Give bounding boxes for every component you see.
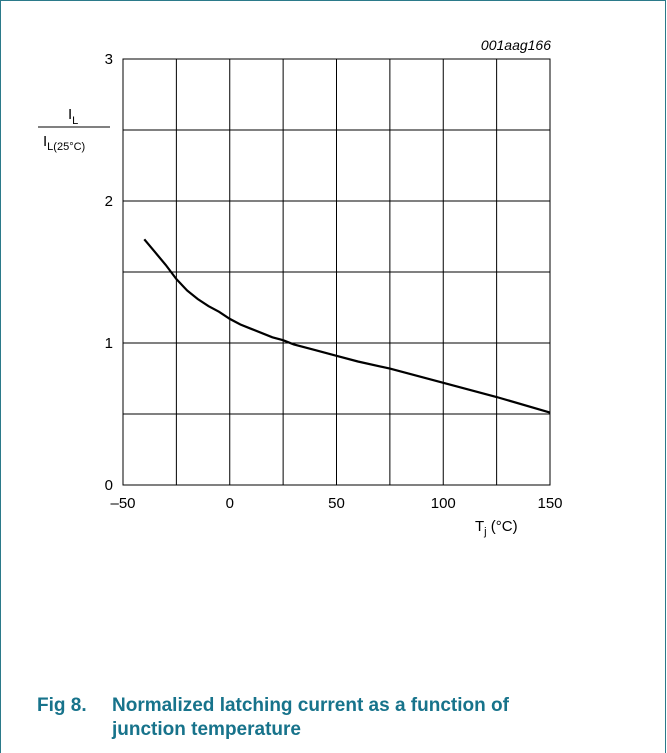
series-line	[143, 238, 551, 414]
y-tick-label: 2	[105, 193, 113, 210]
ylabel-numerator: IL	[68, 106, 78, 127]
caption-number: Fig 8.	[37, 695, 87, 716]
y-tick-labels: 0 1 2 3	[105, 51, 113, 494]
caption-line1: Normalized latching current as a functio…	[112, 695, 509, 716]
ylabel-denominator: IL(25°C)	[43, 133, 85, 153]
figure-code: 001aag166	[481, 37, 551, 53]
plot-area-border	[122, 58, 551, 486]
y-tick-label: 3	[105, 51, 113, 68]
y-tick-label: 1	[105, 335, 113, 352]
x-tick-label: –50	[110, 495, 135, 512]
grid-lines	[123, 59, 550, 485]
x-tick-label: 150	[537, 495, 562, 512]
x-tick-labels: –50 0 50 100 150	[110, 495, 562, 512]
x-tick-label: 50	[328, 495, 345, 512]
x-tick-label: 0	[226, 495, 234, 512]
y-tick-label: 0	[105, 477, 113, 494]
caption-line2: junction temperature	[112, 719, 301, 740]
xlabel: Tj (°C)	[475, 518, 518, 538]
figure-caption: Fig 8. Normalized latching current as a f…	[37, 694, 637, 742]
x-tick-label: 100	[431, 495, 456, 512]
